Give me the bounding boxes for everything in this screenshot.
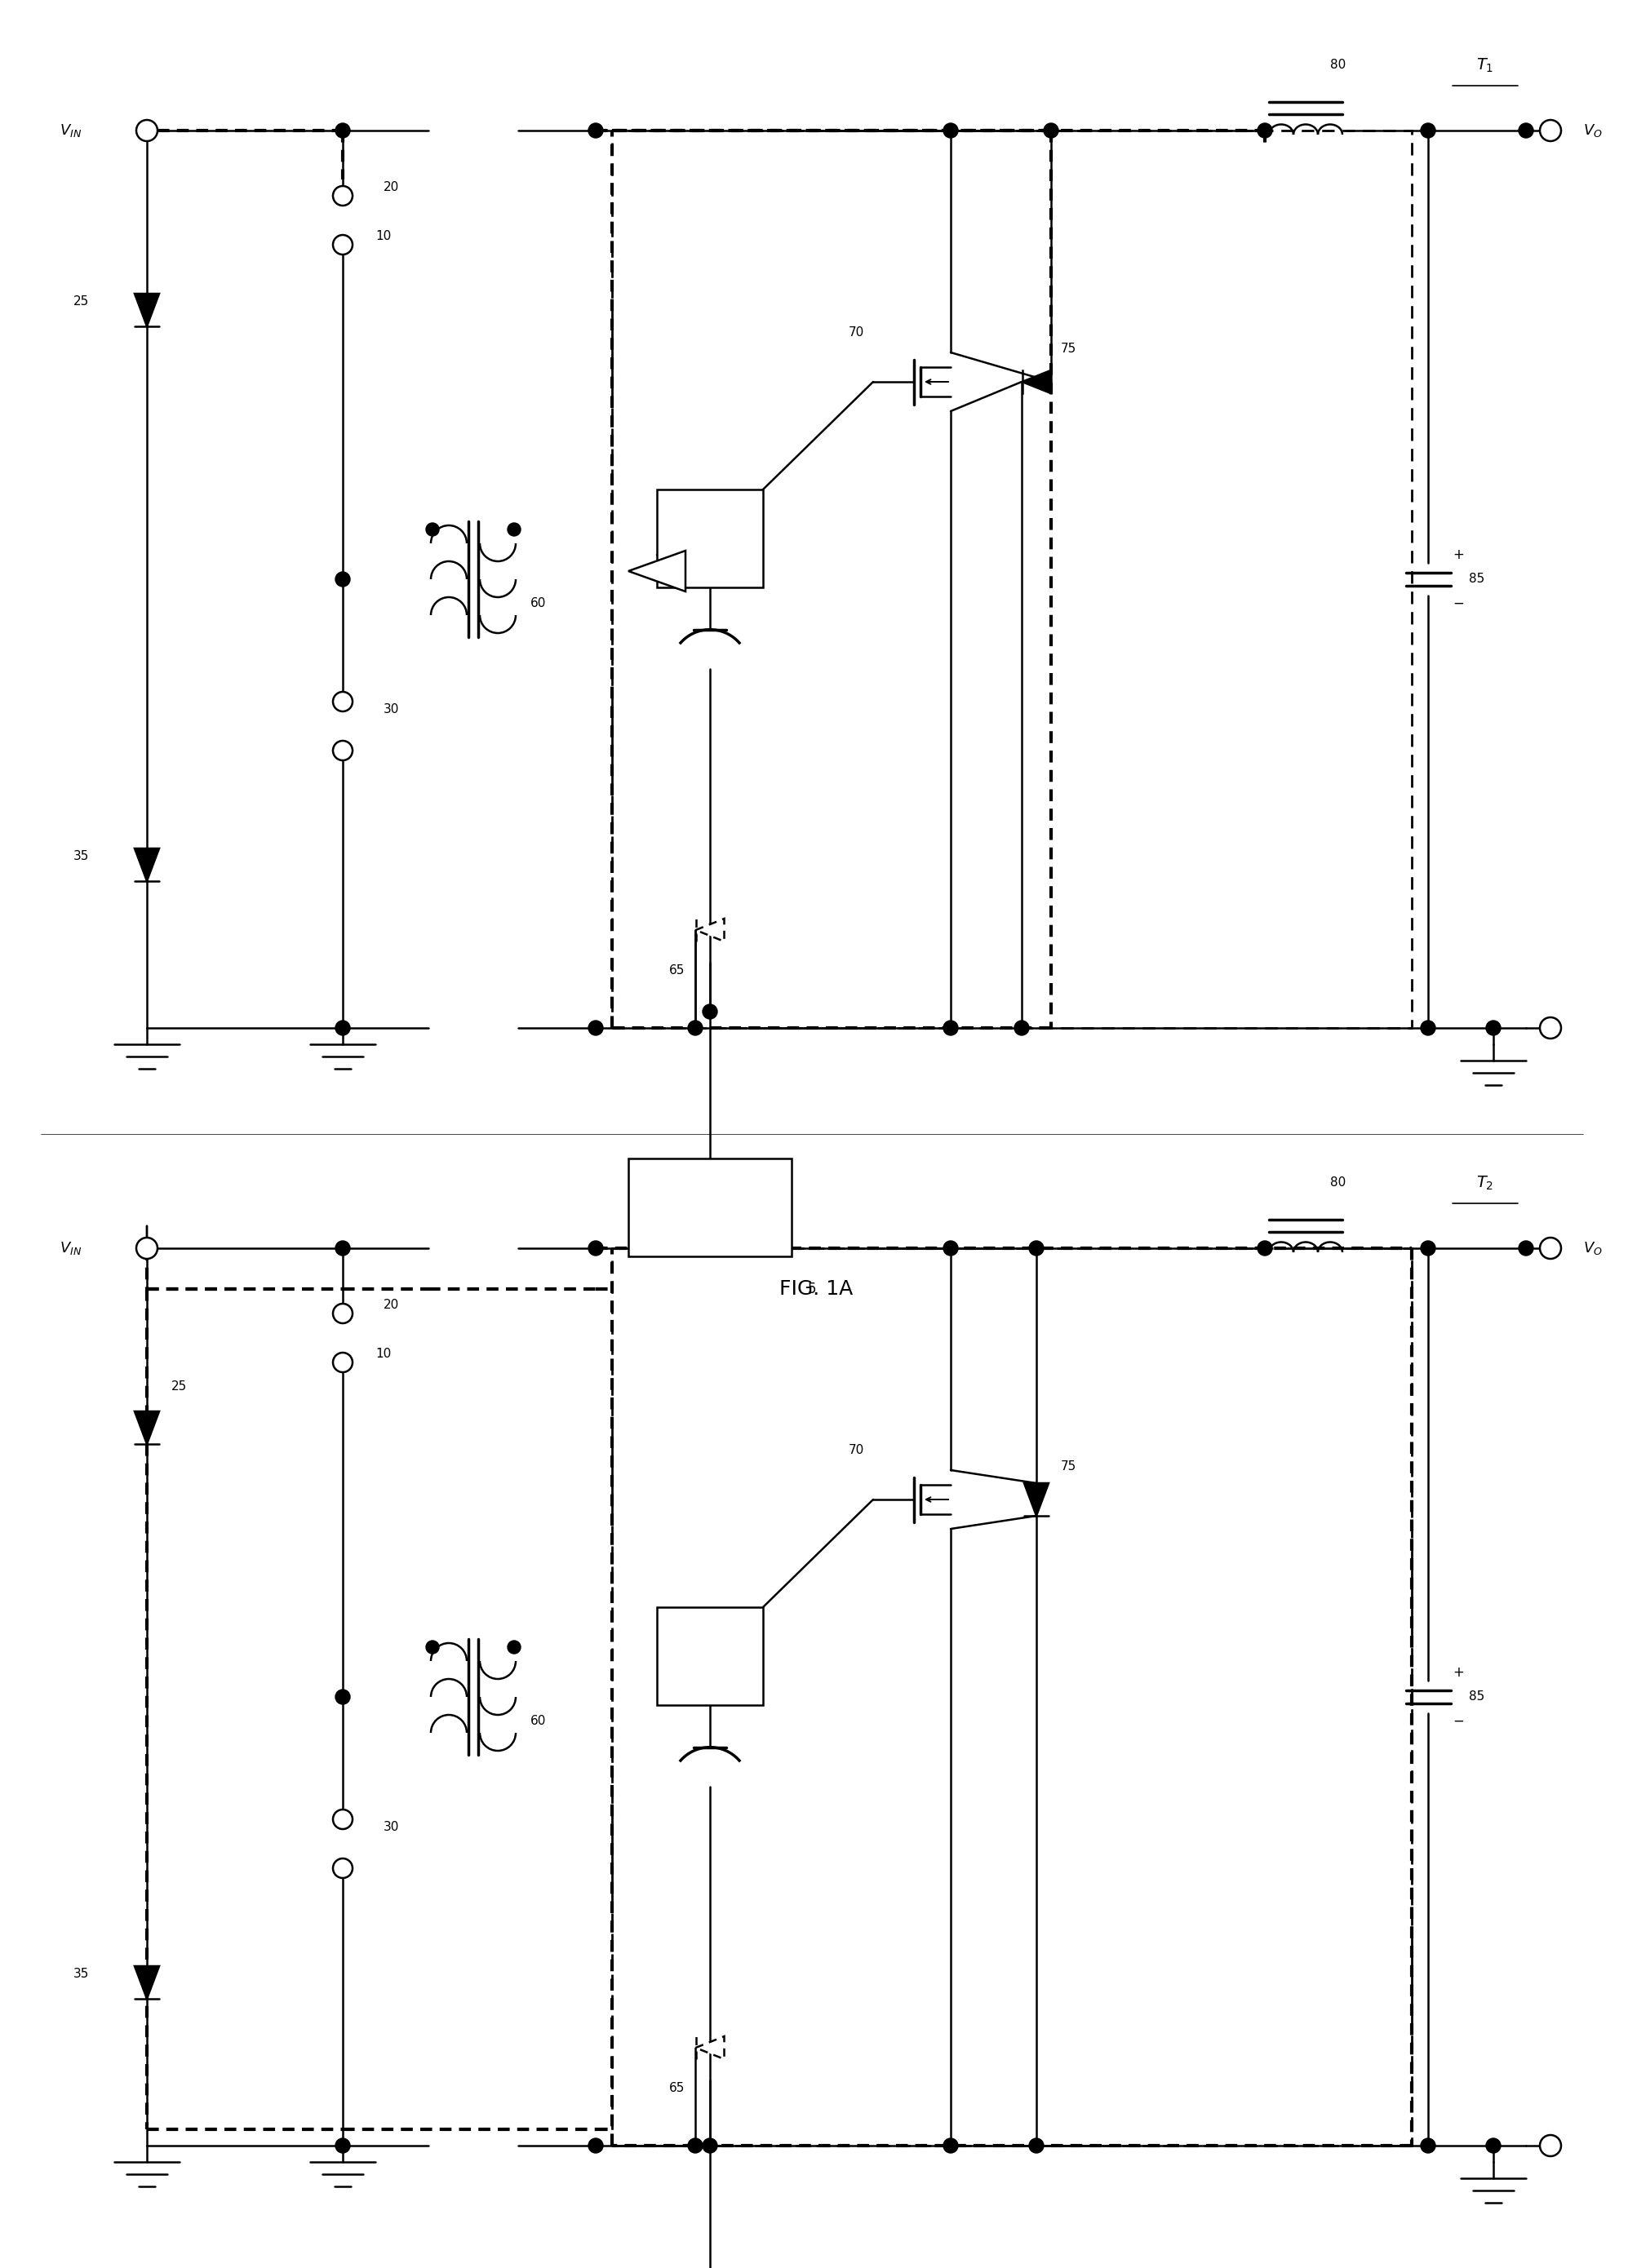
- Text: 85: 85: [1468, 1692, 1485, 1703]
- Text: 25: 25: [171, 1381, 187, 1393]
- Circle shape: [1486, 1021, 1501, 1034]
- Circle shape: [1029, 2139, 1044, 2152]
- Circle shape: [137, 120, 158, 141]
- Text: 65: 65: [669, 964, 685, 978]
- Circle shape: [1257, 122, 1271, 138]
- Circle shape: [1519, 122, 1534, 138]
- Polygon shape: [135, 1966, 160, 1998]
- Text: +: +: [1452, 547, 1464, 562]
- Text: 35: 35: [73, 1969, 90, 1980]
- Circle shape: [703, 1005, 718, 1018]
- Circle shape: [1421, 1021, 1436, 1034]
- Text: $T_2$: $T_2$: [1477, 1175, 1495, 1191]
- Text: 70: 70: [848, 1445, 864, 1456]
- Circle shape: [943, 1021, 957, 1034]
- Polygon shape: [135, 1411, 160, 1445]
- Text: 80: 80: [1330, 1177, 1346, 1188]
- Circle shape: [335, 1021, 350, 1034]
- Text: 85: 85: [1468, 574, 1485, 585]
- Circle shape: [1421, 122, 1436, 138]
- Text: 30: 30: [384, 703, 399, 717]
- Text: $V_O$: $V_O$: [1582, 122, 1602, 138]
- Polygon shape: [135, 848, 160, 880]
- Circle shape: [689, 1021, 703, 1034]
- Bar: [628, 1159, 791, 1256]
- Circle shape: [1540, 120, 1561, 141]
- Circle shape: [588, 1241, 602, 1256]
- Circle shape: [335, 122, 350, 138]
- Text: 30: 30: [384, 1821, 399, 1833]
- Bar: [612, 1247, 1411, 2146]
- Text: 5: 5: [807, 1281, 817, 1297]
- Circle shape: [1519, 1241, 1534, 1256]
- Circle shape: [1421, 1241, 1436, 1256]
- Circle shape: [334, 236, 353, 254]
- Circle shape: [588, 1021, 602, 1034]
- Circle shape: [1257, 1241, 1271, 1256]
- Bar: [612, 132, 1411, 1027]
- Circle shape: [508, 524, 521, 535]
- Circle shape: [137, 1238, 158, 1259]
- Bar: [658, 490, 764, 587]
- Circle shape: [1540, 2134, 1561, 2157]
- Text: 10: 10: [376, 1347, 391, 1361]
- Circle shape: [1421, 2139, 1436, 2152]
- Text: 60: 60: [531, 1715, 547, 1728]
- Circle shape: [334, 1304, 353, 1322]
- Text: FIG. 1A: FIG. 1A: [780, 1279, 853, 1300]
- Circle shape: [1540, 1238, 1561, 1259]
- Circle shape: [703, 2139, 718, 2152]
- Text: 75: 75: [1061, 1461, 1076, 1472]
- Text: −: −: [1452, 596, 1464, 610]
- Text: $V_{IN}$: $V_{IN}$: [60, 1241, 81, 1256]
- Circle shape: [334, 186, 353, 206]
- Text: $V_O$: $V_O$: [1582, 1241, 1602, 1256]
- Circle shape: [334, 742, 353, 760]
- Text: 80: 80: [1330, 59, 1346, 70]
- Text: 60: 60: [531, 596, 547, 610]
- Circle shape: [508, 1640, 521, 1653]
- Polygon shape: [628, 551, 685, 592]
- Polygon shape: [1022, 370, 1050, 392]
- Text: 35: 35: [73, 850, 90, 862]
- Circle shape: [335, 1690, 350, 1703]
- Circle shape: [1540, 1018, 1561, 1039]
- Text: −: −: [1452, 1715, 1464, 1728]
- Text: $V_{IN}$: $V_{IN}$: [60, 122, 81, 138]
- Circle shape: [334, 1352, 353, 1372]
- Circle shape: [427, 1640, 440, 1653]
- Circle shape: [588, 122, 602, 138]
- Circle shape: [943, 122, 957, 138]
- Circle shape: [335, 1241, 350, 1256]
- Polygon shape: [1024, 1483, 1048, 1515]
- Circle shape: [335, 2139, 350, 2152]
- Text: 10: 10: [376, 231, 391, 243]
- Circle shape: [1044, 122, 1058, 138]
- Circle shape: [334, 1810, 353, 1828]
- Circle shape: [335, 572, 350, 587]
- Polygon shape: [695, 2037, 724, 2059]
- Circle shape: [943, 1241, 957, 1256]
- Circle shape: [943, 2139, 957, 2152]
- Text: $T_1$: $T_1$: [1477, 57, 1495, 75]
- Circle shape: [1486, 2139, 1501, 2152]
- Circle shape: [427, 524, 440, 535]
- Bar: [658, 1608, 764, 1706]
- Polygon shape: [135, 293, 160, 327]
- Text: 20: 20: [384, 181, 399, 193]
- Circle shape: [1029, 1241, 1044, 1256]
- Text: 20: 20: [384, 1300, 399, 1311]
- Text: 25: 25: [73, 295, 90, 308]
- Text: 75: 75: [1061, 342, 1076, 356]
- Text: 70: 70: [848, 327, 864, 338]
- Circle shape: [689, 2139, 703, 2152]
- Polygon shape: [695, 919, 724, 941]
- Circle shape: [334, 1857, 353, 1878]
- Circle shape: [334, 692, 353, 712]
- Circle shape: [588, 2139, 602, 2152]
- Circle shape: [1014, 1021, 1029, 1034]
- Text: +: +: [1452, 1665, 1464, 1681]
- Text: 65: 65: [669, 2082, 685, 2096]
